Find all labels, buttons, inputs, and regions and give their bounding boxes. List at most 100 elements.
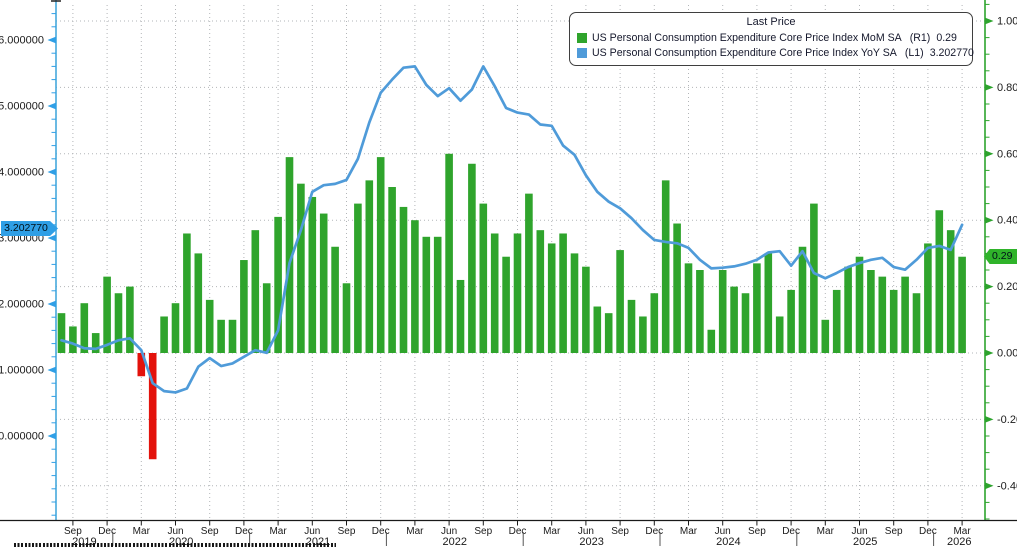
bar-Feb 2021	[262, 283, 271, 353]
legend-value-mom: 0.29	[936, 31, 957, 44]
bar-Jan 2023	[525, 193, 533, 353]
bar-Aug 2019	[57, 313, 66, 353]
bar-Apr 2024	[696, 270, 704, 353]
x-axis-year-label: 2020	[169, 536, 193, 547]
bar-Dec 2021	[376, 157, 385, 353]
bar-Oct 2023	[627, 299, 636, 353]
bar-May 2021	[297, 183, 305, 353]
bar-Sep 2023	[616, 250, 624, 353]
bar-Jul 2021	[319, 213, 328, 353]
bar-Dec 2020	[240, 260, 248, 353]
left-axis: 6.0000005.0000004.0000003.0000002.000000…	[0, 13, 56, 516]
left-axis-last-value-badge: 3.202770	[1, 221, 58, 236]
x-axis-month-label: Mar	[133, 526, 151, 537]
bar-Oct 2025	[901, 276, 909, 353]
right-axis-label: -0.20	[997, 414, 1017, 426]
x-axis-month-label: Jun	[304, 526, 320, 537]
right-axis-label: 1.00	[997, 16, 1017, 28]
mom-bars	[57, 153, 966, 460]
x-axis-month-label: Mar	[543, 526, 561, 537]
x-axis-month-label: Dec	[235, 526, 253, 537]
bar-Dec 2019	[103, 276, 111, 353]
left-axis-label: 0.000000	[0, 431, 44, 443]
yoy-line	[60, 65, 964, 394]
bar-Dec 2022	[513, 233, 522, 353]
x-axis-month-label: Jun	[441, 526, 457, 537]
bar-Oct 2024	[764, 253, 773, 353]
right-axis: 1.00 0.80 0.60 0.40 0.20 0.00 -0.20 -0.40	[985, 3, 1017, 520]
bar-Jun 2022	[445, 153, 453, 353]
bar-Sep 2021	[342, 283, 351, 353]
bar-Mar 2024	[684, 263, 693, 353]
left-axis-label: 5.000000	[0, 101, 44, 113]
bar-Nov 2023	[639, 316, 647, 353]
left-axis-label: 4.000000	[0, 167, 44, 179]
legend-label-yoy: US Personal Consumption Expenditure Core…	[592, 46, 897, 59]
bar-Mar 2026	[958, 256, 966, 353]
bar-Jun 2023	[582, 266, 590, 353]
right-axis-label: 0.20	[997, 281, 1017, 293]
bar-Jan 2022	[388, 187, 396, 353]
x-axis-month-label: Dec	[919, 526, 937, 537]
right-axis-label: 0.80	[997, 82, 1017, 94]
bar-Nov 2021	[365, 180, 374, 353]
right-axis-label: 0.60	[997, 148, 1017, 160]
x-axis-year-label: 2024	[716, 536, 740, 547]
x-axis-month-label: Sep	[748, 526, 766, 537]
bar-Jul 2020	[183, 233, 191, 353]
x-axis-month-label: Mar	[817, 526, 835, 537]
legend-item-yoy[interactable]: US Personal Consumption Expenditure Core…	[570, 45, 974, 60]
x-axis: Sep Dec Mar Jun Sep Dec Mar Jun Sep Dec Mar Jun Sep D…	[64, 520, 972, 547]
bar-May 2025	[844, 266, 852, 353]
bar-Apr 2020	[148, 353, 157, 460]
bar-May 2022	[433, 236, 442, 353]
bar-Sep 2019	[69, 326, 77, 353]
legend-swatch-mom	[577, 32, 587, 43]
x-axis-month-label: Jun	[167, 526, 183, 537]
bar-May 2020	[160, 316, 168, 353]
bar-Sep 2022	[479, 203, 488, 353]
right-axis-label: 0.40	[997, 215, 1017, 227]
legend-label-mom: US Personal Consumption Expenditure Core…	[592, 31, 902, 44]
bar-Jul 2025	[867, 270, 875, 353]
bar-Jun 2021	[308, 196, 317, 353]
bar-Jul 2024	[730, 286, 738, 353]
left-axis-label: 6.000000	[0, 35, 44, 47]
bar-Aug 2020	[194, 253, 203, 353]
bar-Aug 2022	[468, 163, 476, 353]
bar-Mar 2025	[821, 319, 830, 353]
x-axis-month-label: Jun	[715, 526, 731, 537]
bar-Dec 2025	[924, 243, 932, 353]
bar-Nov 2019	[91, 333, 100, 353]
x-axis-month-label: Sep	[201, 526, 219, 537]
bar-Oct 2021	[354, 203, 362, 353]
bar-Sep 2024	[753, 263, 761, 353]
right-axis-label: -0.40	[997, 480, 1017, 492]
x-axis-month-label: Sep	[474, 526, 492, 537]
bar-Mar 2021	[274, 216, 282, 353]
bar-Oct 2019	[80, 303, 89, 353]
bar-Sep 2020	[205, 299, 214, 353]
x-axis-month-label: Dec	[98, 526, 116, 537]
x-axis-year-label: 2025	[853, 536, 877, 547]
bar-Sep 2025	[889, 289, 898, 353]
bar-Feb 2026	[946, 230, 955, 353]
bar-Feb 2023	[536, 230, 545, 353]
x-axis-month-label: Dec	[782, 526, 800, 537]
bar-Apr 2023	[559, 233, 567, 353]
x-axis-month-label: Sep	[611, 526, 629, 537]
bar-Oct 2020	[217, 319, 225, 353]
bar-Apr 2025	[832, 289, 841, 353]
x-axis-month-label: Sep	[885, 526, 903, 537]
bar-Jan 2021	[251, 230, 260, 353]
bar-Mar 2020	[137, 353, 146, 377]
x-axis-year-label: 2026	[947, 536, 971, 547]
bar-Feb 2024	[673, 223, 681, 353]
bar-Feb 2020	[126, 286, 134, 353]
x-axis-month-label: Dec	[509, 526, 527, 537]
bar-Jul 2023	[593, 306, 602, 353]
legend-box: Last Price US Personal Consumption Expen…	[569, 12, 974, 66]
bar-Jul 2022	[456, 279, 465, 353]
legend-item-mom[interactable]: US Personal Consumption Expenditure Core…	[570, 30, 972, 45]
